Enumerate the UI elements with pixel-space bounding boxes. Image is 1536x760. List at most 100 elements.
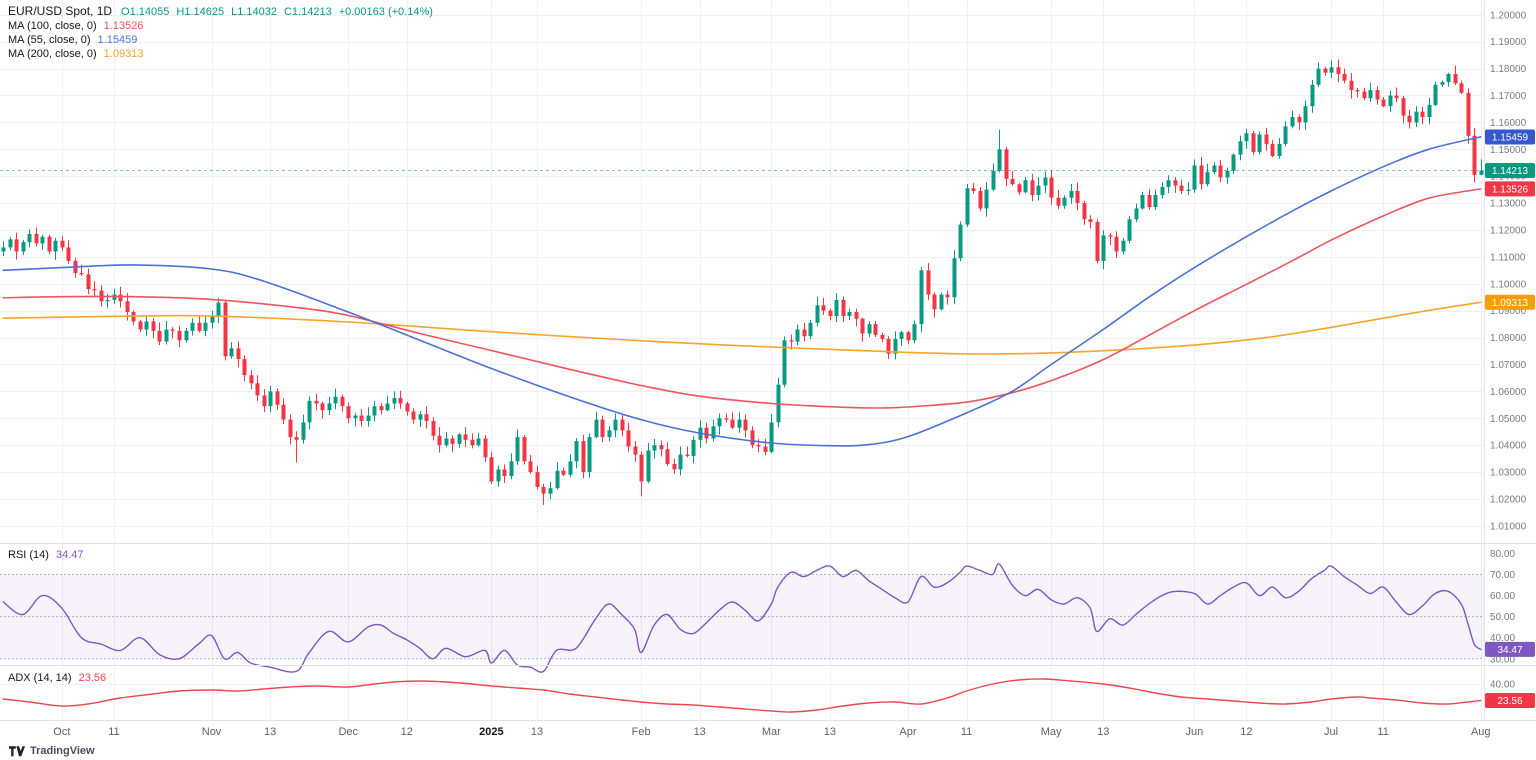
svg-text:1.19000: 1.19000: [1490, 37, 1527, 48]
svg-text:Jul: Jul: [1324, 726, 1338, 738]
ohlc-high: H1.14625: [176, 6, 225, 18]
ma100-label: MA (100, close, 0): [8, 20, 97, 32]
svg-text:13: 13: [264, 726, 276, 738]
adx-badge: [1485, 692, 1535, 708]
ma200-badge: [1485, 294, 1535, 310]
svg-text:34.47: 34.47: [1497, 645, 1522, 656]
svg-text:11: 11: [961, 726, 972, 738]
svg-text:2025: 2025: [479, 726, 503, 738]
adx-value: 23.56: [78, 672, 107, 684]
adx-line[interactable]: [2, 678, 1482, 713]
ma55-label: MA (55, close, 0): [8, 34, 91, 46]
svg-text:70.00: 70.00: [1490, 570, 1515, 581]
time-axis[interactable]: Oct 11 Nov 13 Dec 12 2025 13 Feb 13 Mar 13 Apr 11 May 1…: [53, 726, 1490, 738]
ma55-line[interactable]: [2, 136, 1482, 447]
svg-text:Nov: Nov: [202, 726, 222, 738]
adx-label: ADX (14, 14): [8, 672, 72, 684]
tradingview-logo-icon: [9, 745, 25, 756]
ma100-line[interactable]: [2, 188, 1482, 409]
price-axis[interactable]: 1.01000 1.02000 1.03000 1.04000 1.05000 1.060…: [1490, 10, 1527, 690]
svg-text:1.18000: 1.18000: [1490, 64, 1527, 75]
svg-text:30.00: 30.00: [1490, 654, 1515, 665]
svg-text:Oct: Oct: [53, 726, 70, 738]
axis-badges: 1.15459 1.14213 1.13526 1.09313 34.47 23.56: [1485, 129, 1535, 708]
svg-text:80.00: 80.00: [1490, 549, 1515, 560]
svg-text:1.04000: 1.04000: [1490, 441, 1527, 452]
adx-legend-row[interactable]: ADX (14, 14) 23.56: [8, 671, 106, 685]
svg-text:1.12000: 1.12000: [1490, 225, 1527, 236]
svg-text:1.15459: 1.15459: [1492, 132, 1529, 143]
svg-text:1.13000: 1.13000: [1490, 199, 1527, 210]
svg-text:1.06000: 1.06000: [1490, 387, 1527, 398]
svg-text:1.20000: 1.20000: [1490, 10, 1527, 21]
svg-text:1.10000: 1.10000: [1490, 279, 1527, 290]
svg-text:1.09313: 1.09313: [1492, 298, 1529, 309]
symbol-title: EUR/USD Spot, 1D: [8, 4, 113, 18]
adx-legend: ADX (14, 14) 23.56: [8, 671, 106, 685]
ma55-badge: [1485, 129, 1535, 145]
svg-text:13: 13: [694, 726, 706, 738]
svg-text:1.15000: 1.15000: [1490, 145, 1527, 156]
rsi-label: RSI (14): [8, 549, 49, 561]
svg-text:1.07000: 1.07000: [1490, 360, 1527, 371]
ohlc-low: L1.14032: [231, 6, 277, 18]
tradingview-brand: TradingView: [30, 745, 95, 757]
ohlc-close: C1.14213: [283, 6, 332, 18]
svg-text:40.00: 40.00: [1490, 680, 1515, 691]
rsi-line[interactable]: [2, 563, 1482, 673]
ma200-value: 1.09313: [103, 48, 144, 60]
svg-text:1.02000: 1.02000: [1490, 494, 1527, 505]
rsi-legend-row[interactable]: RSI (14) 34.47: [8, 548, 84, 562]
svg-text:Feb: Feb: [632, 726, 651, 738]
svg-text:1.17000: 1.17000: [1490, 91, 1527, 102]
ohlc-open: O1.14055: [121, 6, 170, 18]
svg-text:Jun: Jun: [1185, 726, 1203, 738]
svg-text:1.08000: 1.08000: [1490, 333, 1527, 344]
svg-text:11: 11: [1377, 726, 1388, 738]
ma100-badge: [1485, 181, 1535, 197]
svg-text:23.56: 23.56: [1497, 696, 1522, 707]
chart-canvas[interactable]: 1.01000 1.02000 1.03000 1.04000 1.05000 1.060…: [0, 0, 1536, 742]
svg-text:1.13526: 1.13526: [1492, 184, 1529, 195]
rsi-badge: [1485, 641, 1535, 657]
svg-text:50.00: 50.00: [1490, 612, 1515, 623]
price-change: +0.00163 (+0.14%): [338, 6, 433, 18]
svg-text:13: 13: [531, 726, 543, 738]
candles-layer[interactable]: [1, 59, 1484, 505]
svg-text:1.05000: 1.05000: [1490, 414, 1527, 425]
rsi-value: 34.47: [55, 549, 84, 561]
svg-text:May: May: [1041, 726, 1062, 738]
symbol-row[interactable]: EUR/USD Spot, 1D O1.14055 H1.14625 L1.14…: [8, 4, 433, 19]
svg-text:12: 12: [1240, 726, 1252, 738]
ma200-legend-row[interactable]: MA (200, close, 0) 1.09313: [8, 47, 433, 61]
ma55-legend-row[interactable]: MA (55, close, 0) 1.15459: [8, 33, 433, 47]
footer-branding[interactable]: TradingView: [9, 743, 95, 759]
grid-lines: [0, 0, 1484, 720]
svg-text:Aug: Aug: [1471, 726, 1491, 738]
svg-text:40.00: 40.00: [1490, 633, 1515, 644]
svg-text:Dec: Dec: [338, 726, 358, 738]
rsi-legend: RSI (14) 34.47: [8, 548, 84, 562]
svg-text:Mar: Mar: [762, 726, 781, 738]
ma200-line[interactable]: [2, 301, 1482, 355]
svg-text:13: 13: [824, 726, 836, 738]
svg-text:13: 13: [1097, 726, 1109, 738]
ma200-label: MA (200, close, 0): [8, 48, 97, 60]
svg-text:11: 11: [108, 726, 119, 738]
last-price-badge: [1485, 162, 1535, 178]
svg-text:60.00: 60.00: [1490, 591, 1515, 602]
ma100-legend-row[interactable]: MA (100, close, 0) 1.13526: [8, 19, 433, 33]
main-legend: EUR/USD Spot, 1D O1.14055 H1.14625 L1.14…: [8, 4, 433, 61]
svg-text:1.01000: 1.01000: [1490, 521, 1527, 532]
svg-text:12: 12: [401, 726, 413, 738]
ma55-value: 1.15459: [97, 34, 138, 46]
svg-text:1.09000: 1.09000: [1490, 306, 1527, 317]
ma100-value: 1.13526: [103, 20, 144, 32]
panel-separators: [0, 0, 1536, 721]
svg-text:1.14213: 1.14213: [1492, 166, 1529, 177]
svg-text:1.11000: 1.11000: [1490, 252, 1526, 263]
svg-text:Apr: Apr: [899, 726, 916, 738]
svg-text:1.16000: 1.16000: [1490, 118, 1527, 129]
svg-text:1.03000: 1.03000: [1490, 468, 1527, 479]
